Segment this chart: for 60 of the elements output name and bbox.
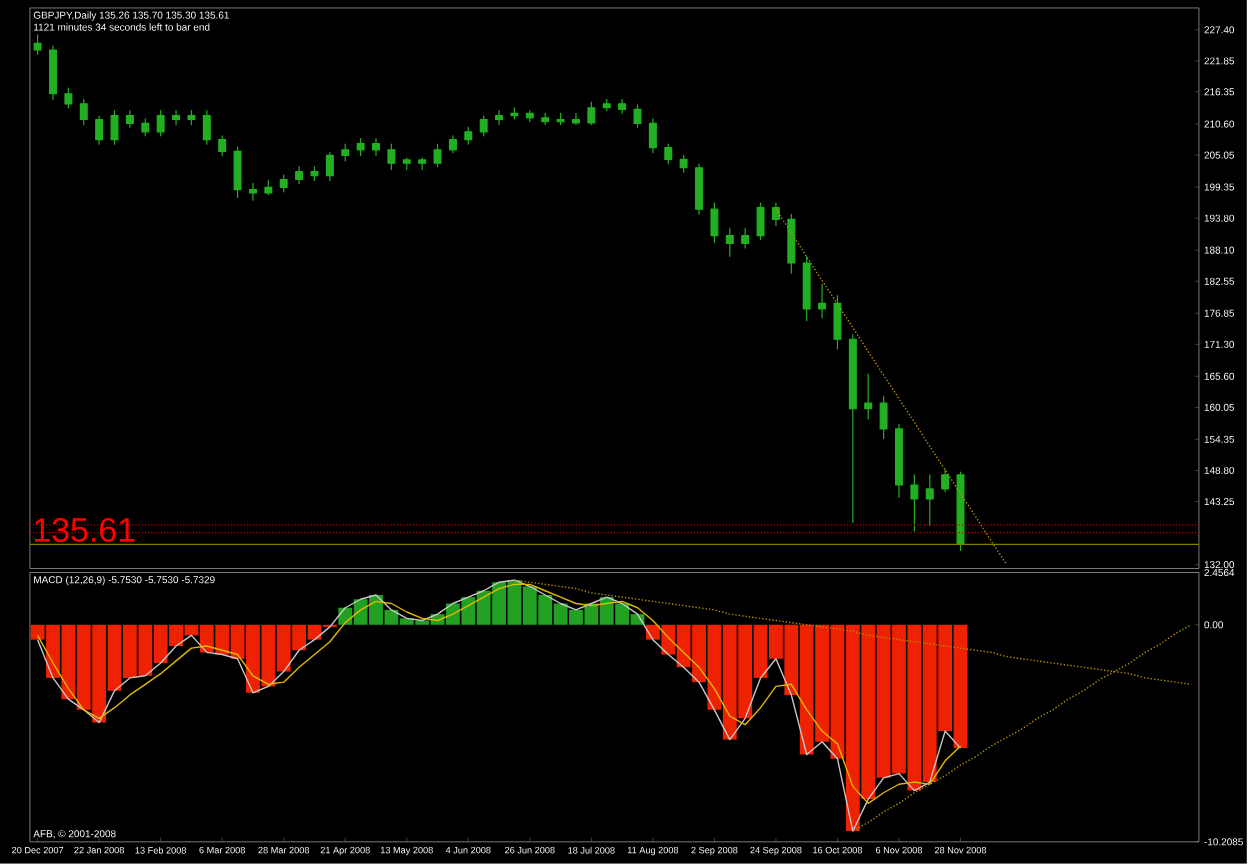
candlestick: [279, 174, 288, 193]
candlestick: [679, 154, 688, 173]
candlestick: [156, 110, 165, 137]
candlestick: [433, 143, 442, 168]
candlestick: [464, 126, 473, 145]
candlestick: [602, 98, 611, 112]
candlestick: [418, 157, 427, 171]
candlestick: [510, 107, 519, 120]
candlestick: [541, 112, 550, 126]
candlestick: [325, 152, 334, 182]
candlestick: [879, 395, 888, 440]
candlestick: [49, 45, 57, 101]
candlestick: [787, 213, 796, 274]
candlestick: [387, 143, 396, 171]
candlestick: [910, 474, 919, 532]
candlestick: [402, 157, 411, 171]
candlestick: [341, 143, 350, 162]
candlestick: [695, 163, 704, 215]
candlestick: [833, 295, 842, 350]
candlestick: [264, 180, 273, 196]
candlestick: [848, 334, 857, 524]
candlestick: [125, 110, 134, 129]
candlestick: [233, 146, 242, 199]
candlestick: [141, 118, 150, 137]
candlestick: [218, 135, 227, 157]
candlestick: [664, 143, 673, 165]
candlestick: [372, 138, 380, 157]
candlestick: [172, 110, 181, 126]
candlestick: [818, 283, 827, 319]
candlestick: [895, 423, 903, 499]
candlestick: [33, 34, 42, 56]
candlestick: [771, 202, 780, 227]
candlestick: [64, 87, 73, 109]
candlestick: [356, 138, 365, 157]
candlestick: [710, 202, 719, 243]
candlestick: [495, 110, 504, 126]
candlestick: [571, 112, 580, 126]
candlestick: [295, 166, 304, 185]
candlestick: [95, 115, 104, 145]
candlestick: [310, 166, 319, 182]
candlestick: [725, 227, 734, 257]
candlestick: [633, 104, 642, 129]
candlestick: [248, 182, 257, 201]
candlestick: [925, 474, 934, 527]
candlestick: [479, 115, 488, 137]
candlestick: [587, 101, 596, 126]
candlestick: [79, 98, 88, 126]
candlestick: [618, 98, 627, 115]
candlestick: [956, 471, 965, 552]
candlestick: [448, 135, 457, 154]
candlestick: [525, 110, 534, 123]
candlestick: [187, 110, 196, 126]
candlestick: [648, 118, 657, 154]
candlestick: [110, 110, 119, 145]
candlestick: [941, 468, 950, 493]
candlestick: [802, 255, 811, 322]
annotation: 135.61: [34, 518, 135, 543]
candlestick: [756, 202, 765, 241]
candlestick: [741, 227, 750, 249]
candlestick: [202, 110, 211, 145]
